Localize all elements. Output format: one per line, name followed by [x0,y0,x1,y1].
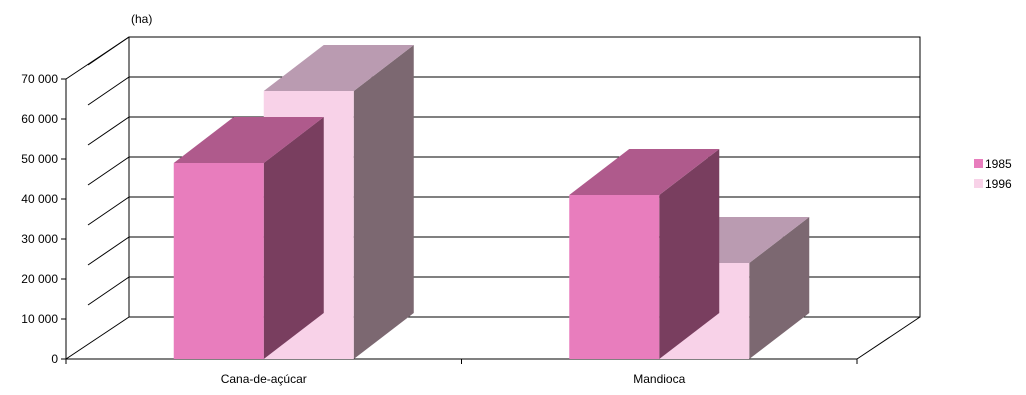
legend-swatch [974,159,983,168]
y-tick-label: 60 000 [21,112,58,126]
bar-front-face [173,163,264,359]
side-wall-gridline [87,156,130,186]
legend-label: 1985 [985,157,1012,171]
floor-right-edge [856,316,921,360]
x-tick-labels: Cana-de-açúcar Mandioca [221,372,686,386]
y-tick-label: 30 000 [21,232,58,246]
side-wall-gridline [87,76,130,106]
side-wall-top-edge [65,36,130,80]
bar-side-face [353,45,414,359]
x-tick-label: Cana-de-açúcar [221,372,307,386]
side-wall-gridline [87,196,130,226]
bar-Mandioca-1985 [569,149,720,359]
bar-top-face [263,45,414,91]
bar-Cana-de-açúcar-1985 [173,117,324,359]
y-tick-label: 40 000 [21,192,58,206]
bar-top-face [569,149,720,195]
y-tick-labels: 0 10 000 20 000 30 000 40 000 50 000 60 000 70 … [21,72,58,366]
y-tick-label: 0 [51,352,58,366]
y-tick-label: 20 000 [21,272,58,286]
legend-swatch [974,179,983,188]
bar-top-face [173,117,324,163]
y-tick-label: 70 000 [21,72,58,86]
bar-side-face [263,117,324,359]
x-tick-label: Mandioca [633,372,685,386]
bar-side-face [659,149,720,359]
side-wall-gridline [87,116,130,146]
legend: 1985 1996 [974,157,1012,191]
bar-side-face [749,217,810,359]
side-wall-gridline [87,236,130,266]
bars [173,45,810,359]
side-wall-gridline [87,276,130,306]
y-unit-label: (ha) [131,12,152,26]
y-tick-label: 50 000 [21,152,58,166]
legend-label: 1996 [985,177,1012,191]
floor-left-edge [65,316,130,360]
bar-front-face [569,195,660,359]
y-tick-label: 10 000 [21,312,58,326]
